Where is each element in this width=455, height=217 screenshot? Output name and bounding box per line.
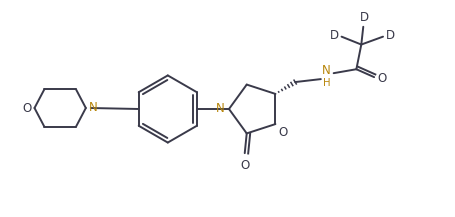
Text: O: O — [240, 159, 249, 172]
Text: D: D — [329, 29, 339, 42]
Text: O: O — [377, 72, 386, 85]
Text: H: H — [323, 78, 330, 88]
Text: N: N — [216, 102, 225, 115]
Text: O: O — [278, 126, 288, 139]
Text: D: D — [360, 11, 369, 24]
Text: O: O — [22, 102, 31, 115]
Text: N: N — [89, 100, 97, 113]
Text: D: D — [386, 29, 395, 42]
Text: N: N — [323, 64, 331, 77]
